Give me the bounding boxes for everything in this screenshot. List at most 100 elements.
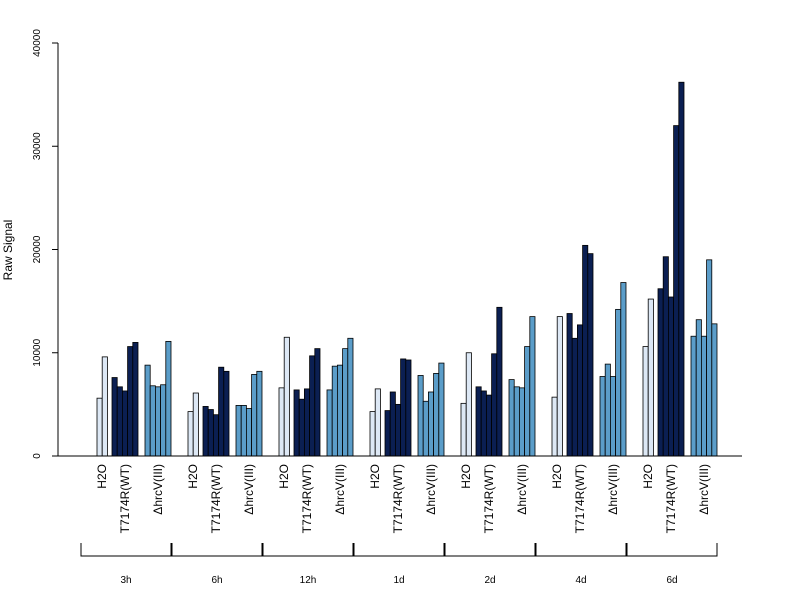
bar: [556, 316, 563, 457]
bar: [235, 405, 242, 457]
bar: [485, 394, 492, 457]
bar: [620, 282, 627, 457]
bar: [101, 356, 108, 457]
bar: [566, 313, 573, 457]
bar: [154, 386, 161, 457]
bar: [187, 411, 194, 457]
category-label: H2O: [186, 464, 200, 489]
category-label: H2O: [95, 464, 109, 489]
bar: [662, 256, 669, 457]
category-label: H2O: [459, 464, 473, 489]
time-bracket: [80, 543, 172, 557]
bar: [433, 372, 440, 457]
bar: [223, 370, 230, 457]
y-tick-label: 10000: [32, 338, 43, 366]
category-label: ΔhrcV(III): [151, 464, 165, 515]
bar: [374, 388, 381, 457]
time-label: 4d: [575, 575, 586, 586]
category-label: T7174R(WT): [391, 464, 405, 533]
bar: [657, 288, 664, 457]
time-label: 6h: [211, 575, 222, 586]
time-label: 12h: [300, 575, 317, 586]
bar: [647, 298, 654, 457]
bar: [116, 386, 123, 457]
time-bracket: [626, 543, 718, 557]
bar: [582, 244, 589, 457]
time-bracket: [353, 543, 445, 557]
bar: [480, 390, 487, 457]
bar: [303, 388, 310, 457]
bar: [513, 386, 520, 457]
bar: [96, 397, 103, 457]
bar: [422, 400, 429, 457]
bar: [245, 408, 252, 457]
category-label: T7174R(WT): [300, 464, 314, 533]
bar: [144, 364, 151, 457]
bar: [369, 411, 376, 457]
bar: [394, 403, 401, 457]
bar: [460, 402, 467, 457]
time-bracket: [535, 543, 627, 557]
bar: [218, 366, 225, 457]
bar: [240, 405, 247, 457]
category-label: T7174R(WT): [664, 464, 678, 533]
bar: [551, 396, 558, 457]
time-label: 2d: [484, 575, 495, 586]
time-bracket: [444, 543, 536, 557]
bar: [309, 355, 316, 457]
bar: [207, 409, 214, 457]
category-label: T7174R(WT): [482, 464, 496, 533]
bar: [508, 379, 515, 457]
bar: [529, 316, 536, 457]
bar: [615, 308, 622, 457]
bars: [96, 81, 718, 457]
y-tick-label: 20000: [32, 235, 43, 263]
category-label: H2O: [277, 464, 291, 489]
time-label: 6d: [666, 575, 677, 586]
y-axis: 0 10000 20000 30000 40000: [32, 29, 59, 459]
time-bracket: [262, 543, 354, 557]
category-label: ΔhrcV(III): [333, 464, 347, 515]
bar: [571, 337, 578, 457]
bar: [701, 335, 708, 457]
time-label: 1d: [393, 575, 404, 586]
category-label: H2O: [550, 464, 564, 489]
bar: [347, 337, 354, 457]
bar: [111, 377, 118, 457]
bar: [475, 386, 482, 457]
bar: [678, 81, 685, 457]
time-label: 3h: [120, 575, 131, 586]
bar: [293, 389, 300, 457]
bar: [212, 414, 219, 457]
bar: [326, 389, 333, 457]
bar: [496, 306, 503, 457]
bar: [642, 346, 649, 457]
category-label: H2O: [368, 464, 382, 489]
y-tick-label: 30000: [32, 132, 43, 160]
bar: [132, 342, 139, 457]
category-label: T7174R(WT): [118, 464, 132, 533]
category-label: ΔhrcV(III): [242, 464, 256, 515]
bar: [587, 253, 594, 457]
bar: [400, 358, 407, 457]
bar: [711, 323, 718, 457]
bar: [427, 391, 434, 457]
bar: [405, 359, 412, 457]
bar: [673, 125, 680, 457]
bar: [384, 410, 391, 457]
bar: [389, 391, 396, 457]
bar: [610, 376, 617, 457]
category-label: T7174R(WT): [573, 464, 587, 533]
bar: [438, 362, 445, 457]
bar: [278, 387, 285, 457]
bar: [524, 346, 531, 457]
category-label: ΔhrcV(III): [515, 464, 529, 515]
bar: [251, 374, 258, 457]
bar: [604, 363, 611, 457]
time-brackets: 3h 6h 12h 1d 2d 4d 6d: [80, 543, 718, 586]
y-tick-label: 0: [32, 453, 43, 459]
category-label: ΔhrcV(III): [606, 464, 620, 515]
bar: [331, 365, 338, 457]
bar: [149, 385, 156, 457]
